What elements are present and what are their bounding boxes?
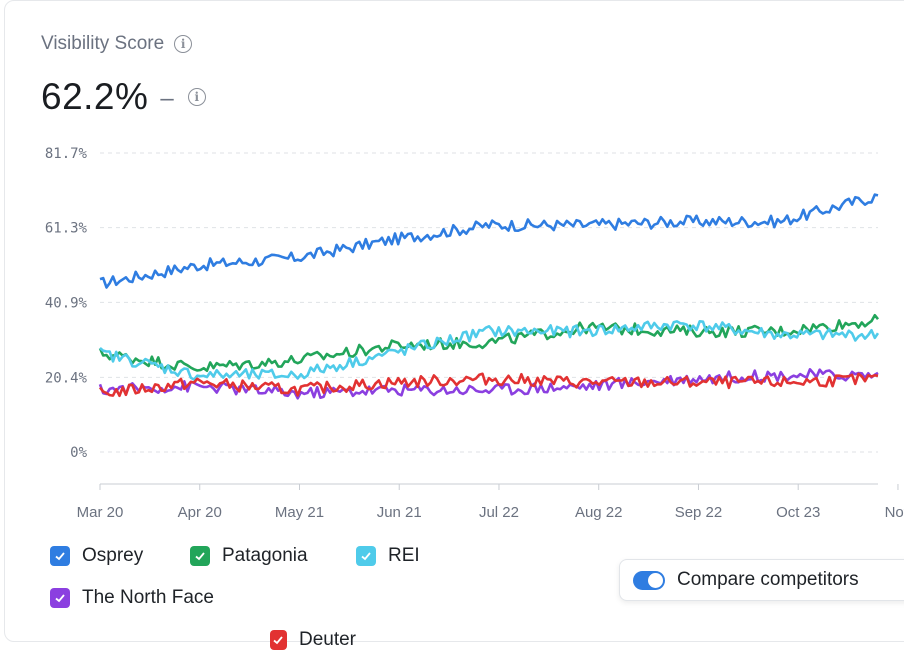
checkbox-icon[interactable] — [270, 630, 287, 650]
checkbox-icon[interactable] — [356, 546, 376, 566]
y-tick-label: 81.7% — [45, 146, 88, 162]
legend-item-the-north-face[interactable]: The North Face — [50, 587, 356, 609]
card-title: Visibility Score i — [41, 33, 193, 55]
score-info-icon[interactable]: i — [187, 88, 206, 106]
legend-label: Osprey — [82, 545, 144, 566]
y-tick-label: 61.3% — [45, 221, 88, 237]
x-tick-label: Apr 20 — [178, 504, 222, 521]
x-tick-label: Aug 22 — [575, 504, 623, 521]
series-line-rei — [99, 320, 880, 381]
score-change: – — [160, 85, 174, 112]
x-tick-label: Mar 20 — [77, 504, 124, 521]
legend-label: The North Face — [82, 587, 214, 608]
legend-item-deuter[interactable]: Deuter — [270, 629, 356, 651]
legend-item-patagonia[interactable]: Patagonia — [190, 545, 356, 567]
x-tick-label: Jul 22 — [479, 504, 519, 521]
series-line-deuter — [98, 372, 879, 398]
compare-competitors-toggle[interactable]: Compare competitors — [619, 559, 904, 601]
visibility-line-chart: 81.7% 61.3% 40.9% 20.4% 0% Mar 20 Apr 20 May 21… — [45, 146, 904, 521]
x-tick-label: Jun 21 — [377, 504, 422, 521]
chart-legend: Osprey Patagonia REI The North Face Deut… — [50, 545, 470, 650]
legend-label: Deuter — [298, 629, 356, 650]
series-line-patagonia — [98, 313, 880, 372]
legend-item-osprey[interactable]: Osprey — [50, 545, 190, 567]
checkbox-icon[interactable] — [50, 546, 70, 566]
y-tick-label: 20.4% — [45, 370, 88, 386]
x-tick-label: May 21 — [275, 504, 324, 521]
x-tick-label: Oct 23 — [776, 504, 820, 521]
x-tick-label: Nov — [885, 504, 904, 521]
score-value: 62.2% — [41, 76, 149, 117]
legend-label: Patagonia — [222, 545, 308, 566]
compare-label: Compare competitors — [677, 569, 859, 590]
card-title-text: Visibility Score — [41, 33, 165, 54]
series-line-osprey — [99, 193, 879, 289]
y-tick-label: 0% — [70, 445, 87, 461]
checkbox-icon[interactable] — [50, 588, 70, 608]
info-icon[interactable]: i — [174, 35, 193, 53]
x-tick-label: Sep 22 — [675, 504, 723, 521]
legend-label: REI — [388, 545, 420, 566]
score-row: 62.2% – i — [41, 76, 206, 118]
checkbox-icon[interactable] — [190, 546, 210, 566]
toggle-switch-icon[interactable] — [633, 570, 665, 590]
legend-item-rei[interactable]: REI — [356, 545, 466, 567]
y-tick-label: 40.9% — [45, 295, 88, 311]
visibility-card — [4, 0, 904, 642]
